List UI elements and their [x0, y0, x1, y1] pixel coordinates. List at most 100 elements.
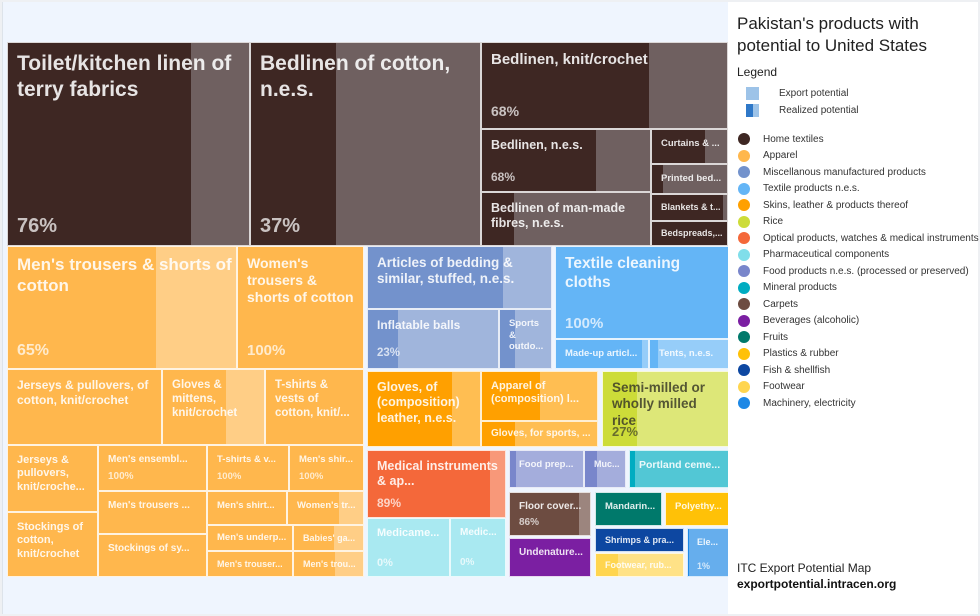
legend-category-item[interactable]: Beverages (alcoholic) [738, 314, 859, 328]
treemap-cell[interactable]: Blankets & t... [651, 194, 728, 221]
treemap-cell-label: Men's shir... [299, 454, 353, 465]
treemap-cell[interactable]: T-shirts & v... 100% [207, 445, 289, 491]
treemap-cell[interactable]: Textile cleaning cloths 100% [555, 246, 729, 339]
realized-potential-bar [652, 222, 727, 245]
treemap-cell[interactable]: Babies' ga... [293, 525, 364, 551]
treemap-cell[interactable]: Men's underp... [207, 525, 293, 551]
treemap-cell-percent: 100% [108, 471, 134, 482]
realized-potential-bar [596, 529, 683, 551]
legend-category-item[interactable]: Home textiles [738, 132, 824, 146]
treemap-cell-label: Printed bed... [661, 173, 722, 185]
treemap-cell[interactable]: Medic... 0% [450, 518, 506, 577]
treemap-cell-label: Toilet/kitchen linen of terry fabrics [17, 52, 232, 101]
legend-category-item[interactable]: Rice [738, 215, 783, 229]
treemap-cell[interactable]: Women's tr... [287, 491, 364, 525]
treemap-cell[interactable]: Polyethy... [665, 492, 729, 526]
treemap-cell-percent: 27% [612, 424, 639, 439]
treemap-cell[interactable]: Floor cover... 86% [509, 492, 591, 536]
treemap-cell[interactable]: Mandarin... [595, 492, 662, 526]
treemap-cell[interactable]: Men's shir... 100% [289, 445, 364, 491]
legend-category-item[interactable]: Pharmaceutical components [738, 248, 889, 262]
treemap-cell[interactable]: Inflatable balls 23% [367, 309, 499, 369]
realized-potential-bar [99, 492, 206, 533]
treemap-cell[interactable]: Curtains & ... [651, 129, 728, 164]
treemap-cell[interactable]: Medical instruments & ap... 89% [367, 450, 506, 518]
treemap-cell[interactable]: Tents, n.e.s. [649, 339, 729, 369]
treemap-cell[interactable]: Bedspreads,... [651, 221, 728, 246]
treemap-cell[interactable]: T-shirts & vests of cotton, knit/... [265, 369, 364, 445]
treemap-cell[interactable]: Men's trousers & shorts of cotton 65% [7, 246, 237, 369]
legend-category-item[interactable]: Plastics & rubber [738, 347, 839, 361]
realized-potential-bar [251, 43, 336, 245]
treemap-cell[interactable]: Footwear, rub... [595, 553, 684, 577]
legend-category-item[interactable]: Fish & shellfish [738, 363, 830, 377]
treemap-cell-label: Bedlinen, knit/crochet [491, 51, 648, 68]
treemap-cell-label: Apparel of (composition) l... [491, 380, 579, 406]
treemap-cell-label: Blankets & t... [661, 202, 721, 212]
realized-potential-bar [288, 492, 339, 524]
treemap-cell[interactable]: Jerseys & pullovers, knit/croche... [7, 445, 98, 512]
legend-category-item[interactable]: Textile products n.e.s. [738, 182, 860, 196]
half-square-icon [746, 103, 759, 117]
treemap-cell-label: Men's trousers & shorts of cotton [17, 255, 232, 295]
treemap-cell-percent: 100% [299, 471, 324, 482]
treemap-cell[interactable]: Men's ensembl... 100% [98, 445, 207, 491]
treemap-cell[interactable]: Stockings of sy... [98, 534, 207, 577]
source-url[interactable]: exportpotential.intracen.org [737, 577, 897, 591]
legend-category-item[interactable]: Skins, leather & products thereof [738, 198, 908, 212]
legend-key-label: Export potential [779, 87, 849, 99]
treemap-cell-label: Stockings of cotton, knit/crochet [17, 521, 84, 560]
legend-category-item[interactable]: Mineral products [738, 281, 837, 295]
treemap-cell[interactable]: Gloves, of (composition) leather, n.e.s. [367, 371, 481, 447]
realized-potential-bar [368, 310, 398, 368]
treemap-cell[interactable]: Women's trousers & shorts of cotton 100% [237, 246, 364, 369]
legend-category-label: Miscellanous manufactured products [763, 166, 926, 178]
treemap-cell[interactable]: Bedlinen, n.e.s. 68% [481, 129, 651, 192]
legend-category-item[interactable]: Apparel [738, 149, 797, 163]
legend-category-item[interactable]: Carpets [738, 297, 798, 311]
treemap-cell[interactable]: Jerseys & pullovers, of cotton, knit/cro… [7, 369, 162, 445]
treemap-cell[interactable]: Food prep... [509, 450, 584, 488]
treemap-cell-label: Stockings of sy... [108, 543, 190, 554]
treemap-cell[interactable]: Sports & outdo... [499, 309, 552, 369]
treemap-cell[interactable]: Men's shirt... [207, 491, 287, 525]
treemap-cell[interactable]: Undenature... [509, 538, 591, 577]
treemap-cell[interactable]: Men's trouser... [207, 551, 293, 577]
legend-category-item[interactable]: Machinery, electricity [738, 396, 856, 410]
treemap-cell[interactable]: Semi-milled or wholly milled rice 27% [602, 371, 729, 447]
legend-category-label: Textile products n.e.s. [763, 183, 860, 194]
treemap-cell-label: Men's trou... [303, 558, 356, 569]
treemap-cell-label: Curtains & ... [661, 138, 720, 149]
treemap-cell[interactable]: Ele... 1% [687, 528, 729, 577]
realized-potential-bar [585, 451, 597, 487]
treemap-cell[interactable]: Muc... [584, 450, 626, 488]
treemap-cell[interactable]: Portland ceme... [629, 450, 729, 488]
treemap-cell[interactable]: Bedlinen, knit/crochet 68% [481, 42, 728, 129]
treemap-cell[interactable]: Made-up articl... [555, 339, 649, 369]
treemap-cell[interactable]: Articles of bedding & similar, stuffed, … [367, 246, 552, 309]
legend-category-item[interactable]: Fruits [738, 330, 788, 344]
treemap-cell-label: Babies' ga... [303, 532, 356, 543]
treemap-cell[interactable]: Printed bed... [651, 164, 728, 194]
legend-category-item[interactable]: Footwear [738, 380, 805, 394]
legend-category-item[interactable]: Optical products, watches & medical inst… [738, 231, 979, 245]
treemap-cell[interactable]: Stockings of cotton, knit/crochet [7, 512, 98, 577]
legend-heading: Legend [737, 65, 778, 79]
treemap-cell[interactable]: Men's trou... [293, 551, 364, 577]
treemap-cell[interactable]: Men's trousers ... [98, 491, 207, 534]
treemap-cell[interactable]: Bedlinen of man-made fibres, n.e.s. [481, 192, 651, 246]
treemap-cell-label: Men's ensembl... [108, 454, 188, 465]
treemap-cell[interactable]: Gloves & mittens, knit/crochet [162, 369, 265, 445]
legend-category-label: Skins, leather & products thereof [763, 199, 909, 211]
treemap-cell[interactable]: Bedlinen of cotton, n.e.s. 37% [250, 42, 481, 246]
realized-potential-bar [482, 372, 540, 420]
legend-category-item[interactable]: Miscellanous manufactured products [738, 165, 926, 179]
treemap-cell[interactable]: Apparel of (composition) l... [481, 371, 598, 421]
treemap-cell[interactable]: Gloves, for sports, ... [481, 421, 598, 447]
treemap-cell[interactable]: Toilet/kitchen linen of terry fabrics 76% [7, 42, 250, 246]
realized-potential-bar [596, 493, 661, 525]
treemap-cell[interactable]: Medicame... 0% [367, 518, 450, 577]
legend-category-item[interactable]: Food products n.e.s. (processed or prese… [738, 264, 969, 278]
treemap-cell[interactable]: Shrimps & pra... [595, 528, 684, 552]
treemap-cell-label: Shrimps & pra... [605, 534, 675, 545]
